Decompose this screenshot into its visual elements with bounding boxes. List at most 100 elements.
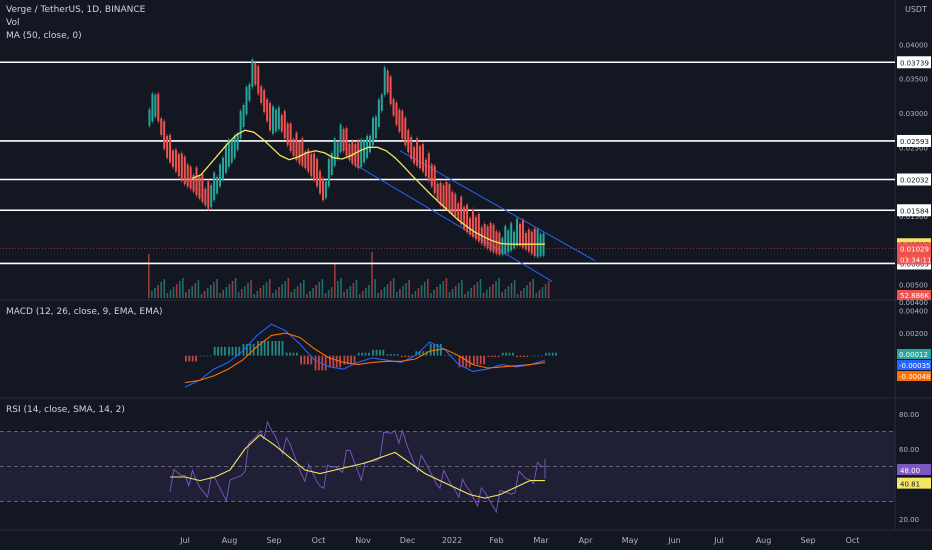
volume-bar (526, 285, 528, 298)
volume-bar (154, 288, 156, 298)
macd-y-tick: 0.00200 (899, 330, 928, 338)
candle-body (398, 109, 401, 132)
macd-histogram-bar (228, 346, 230, 356)
candle-body (516, 218, 519, 247)
candle-body (230, 140, 233, 163)
candle-body (248, 84, 251, 101)
level-label: 0.03739 (900, 59, 929, 67)
macd-histogram-bar (271, 341, 274, 356)
macd-histogram-bar (411, 355, 413, 358)
macd-histogram-bar (516, 355, 518, 358)
volume-bar (399, 289, 401, 298)
volume-bar (191, 286, 193, 298)
volume-bar (448, 292, 451, 298)
macd-value-label: -0.00048 (899, 373, 930, 381)
macd-value-label: -0.00035 (899, 362, 930, 370)
macd-histogram-bar (458, 355, 461, 368)
volume-bar (290, 292, 293, 298)
candle-body (236, 133, 239, 150)
candle-body (186, 164, 189, 187)
macd-histogram-bar (289, 352, 291, 356)
level-tag (897, 56, 931, 69)
volume-bar (420, 285, 423, 298)
macd-histogram-bar (285, 352, 288, 356)
candle-body (419, 146, 422, 169)
countdown-tag (897, 253, 931, 265)
level-label: 0.02032 (900, 176, 929, 184)
volume-bar (392, 278, 395, 298)
candle-body (204, 188, 207, 206)
volume-bar (461, 280, 463, 298)
macd-histogram-bar (296, 352, 298, 356)
macd-histogram-bar (508, 352, 511, 356)
volume-bar (408, 280, 410, 298)
volume-bar (346, 289, 348, 298)
symbol-title[interactable]: Verge / TetherUS, 1D, BINANCE (6, 5, 146, 15)
macd-title[interactable]: MACD (12, 26, close, 9, EMA, EMA) (6, 307, 163, 317)
macd-value-label: 0.00012 (899, 351, 928, 359)
candle-body (324, 181, 327, 198)
macd-histogram-bar (368, 352, 370, 356)
volume-bar (538, 290, 541, 298)
candle-body (254, 62, 257, 85)
volume-bar (343, 292, 345, 298)
vol-legend[interactable]: Vol (6, 18, 20, 28)
macd-histogram-bar (310, 355, 313, 365)
macd-histogram-bar (379, 349, 381, 356)
volume-bar (368, 285, 370, 298)
candle-body (445, 181, 448, 210)
candle-body (483, 224, 486, 247)
rsi-title[interactable]: RSI (14, close, SMA, 14, 2) (6, 405, 125, 415)
volume-bar (327, 290, 330, 298)
volume-bar (163, 279, 166, 298)
macd-histogram-bar (444, 355, 446, 357)
macd-y-tick: 0.00400 (899, 308, 928, 316)
macd-histogram-bar (490, 355, 493, 358)
macd-histogram-bar (357, 352, 360, 356)
macd-histogram-bar (468, 355, 471, 368)
volume-bar (501, 292, 503, 298)
candle-body (348, 143, 351, 161)
volume-bar (281, 284, 283, 298)
macd-histogram-bar (422, 351, 424, 356)
macd-histogram-bar (292, 352, 295, 356)
candle-body (148, 109, 151, 126)
ma-legend[interactable]: MA (50, close, 0) (6, 31, 82, 41)
macd-histogram-bar (246, 343, 248, 356)
volume-bar (231, 281, 234, 298)
macd-histogram-bar (451, 355, 453, 357)
y-tick-label: 0.03500 (899, 76, 928, 84)
macd-histogram-bar (238, 346, 241, 356)
volume-bar (182, 278, 184, 298)
level-tag (897, 173, 931, 186)
macd-histogram-bar (281, 341, 284, 356)
volume-bar (386, 284, 389, 298)
volume-bar (148, 254, 150, 298)
candle-body (310, 154, 313, 177)
macd-histogram-bar (497, 355, 500, 358)
volume-bar (433, 290, 435, 298)
candle-body (257, 66, 260, 94)
candle-body (210, 185, 213, 208)
volume-bar (225, 287, 228, 298)
macd-histogram-bar (202, 355, 205, 357)
macd-histogram-bar (314, 355, 317, 371)
macd-histogram-bar (231, 346, 234, 356)
volume-bar (361, 291, 364, 298)
candle-body (283, 110, 286, 139)
volume-bar (234, 278, 237, 298)
macd-histogram-bar (404, 355, 407, 358)
macd-histogram-bar (483, 355, 485, 365)
volume-bar (296, 286, 299, 298)
candle-body (180, 153, 183, 181)
volume-tag-label: 52.886K (900, 292, 929, 300)
volume-bar (321, 279, 324, 298)
candle-body (451, 191, 454, 214)
macd-histogram-bar (220, 346, 223, 356)
candle-body (492, 224, 495, 253)
candle-body (216, 176, 219, 194)
x-tick-label: Jun (667, 536, 681, 545)
macd-histogram-bar (519, 355, 522, 358)
x-tick-label: Mar (533, 536, 549, 545)
